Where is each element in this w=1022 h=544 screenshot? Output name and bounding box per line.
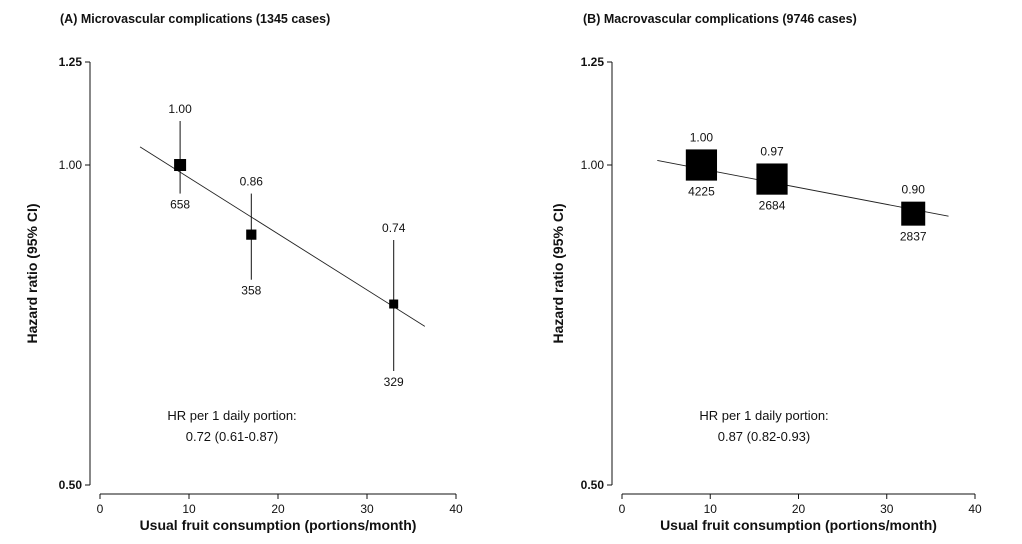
hr-value-label: 0.74: [382, 221, 406, 235]
hr-value-label: 1.00: [168, 102, 192, 116]
case-count-label: 658: [170, 198, 190, 212]
x-tick-label: 40: [968, 502, 982, 516]
hr-value-label: 0.86: [240, 175, 264, 189]
y-axis-title: Hazard ratio (95% CI): [550, 203, 566, 343]
x-tick-label: 0: [97, 502, 104, 516]
hr-annotation-line: HR per 1 daily portion:: [167, 408, 296, 423]
x-axis-title: Usual fruit consumption (portions/month): [660, 517, 937, 533]
hr-marker: [685, 149, 718, 181]
hr-value-label: 1.00: [690, 130, 714, 144]
hr-marker: [174, 159, 187, 172]
x-tick-label: 0: [619, 502, 626, 516]
y-tick-label: 1.25: [581, 55, 605, 69]
hr-marker: [389, 299, 399, 309]
y-axis-title: Hazard ratio (95% CI): [24, 203, 40, 343]
x-tick-label: 30: [360, 502, 374, 516]
x-tick-label: 40: [449, 502, 463, 516]
y-tick-label: 1.00: [581, 158, 605, 172]
x-tick-label: 10: [182, 502, 196, 516]
x-tick-label: 30: [880, 502, 894, 516]
case-count-label: 329: [384, 375, 404, 389]
hr-value-label: 0.97: [760, 144, 784, 158]
hr-marker: [756, 163, 788, 195]
chart-panel-b: (B) Macrovascular complications (9746 ca…: [550, 12, 982, 533]
panel-title: (B) Macrovascular complications (9746 ca…: [583, 12, 857, 26]
x-tick-label: 20: [271, 502, 285, 516]
hr-annotation-line: 0.72 (0.61-0.87): [186, 429, 279, 444]
x-tick-label: 10: [704, 502, 718, 516]
panel-title: (A) Microvascular complications (1345 ca…: [60, 12, 330, 26]
hr-annotation-line: 0.87 (0.82-0.93): [718, 429, 811, 444]
case-count-label: 2684: [759, 199, 786, 213]
trend-line: [139, 146, 426, 327]
y-tick-label: 0.50: [581, 478, 605, 492]
case-count-label: 4225: [688, 185, 715, 199]
y-tick-label: 1.25: [59, 55, 83, 69]
y-tick-label: 0.50: [59, 478, 83, 492]
y-tick-label: 1.00: [59, 158, 83, 172]
case-count-label: 2837: [900, 230, 927, 244]
x-tick-label: 20: [792, 502, 806, 516]
hr-marker: [901, 201, 926, 226]
hr-annotation-line: HR per 1 daily portion:: [699, 408, 828, 423]
hr-marker: [246, 229, 257, 240]
chart-panel-a: (A) Microvascular complications (1345 ca…: [24, 12, 463, 533]
case-count-label: 358: [241, 284, 261, 298]
x-axis-title: Usual fruit consumption (portions/month): [140, 517, 417, 533]
hr-value-label: 0.90: [902, 183, 926, 197]
